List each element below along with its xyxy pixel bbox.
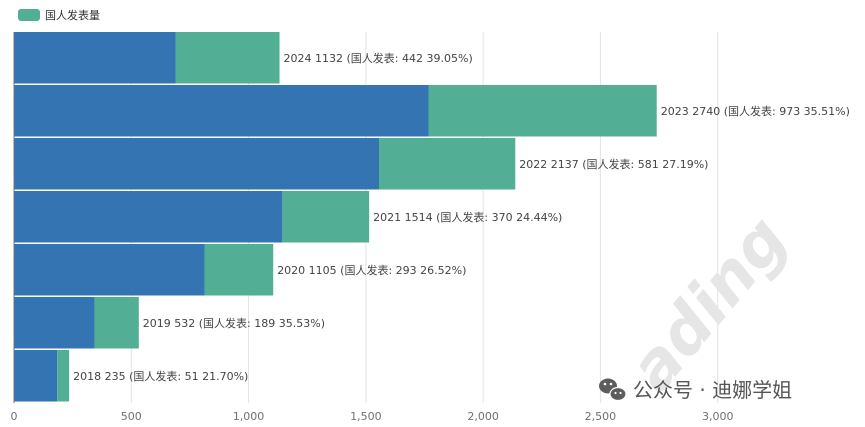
bar-2021-series-0[interactable] [14,191,283,243]
x-axis: 0 500 1,000 1,500 2,000 2,500 3,000 [11,32,734,423]
bar-2021-series-1[interactable] [282,191,370,243]
bar-2022-series-1[interactable] [378,138,516,190]
bars [14,32,657,402]
legend[interactable]: 国人发表量 [18,8,100,22]
bar-2018-series-1[interactable] [57,350,70,402]
x-tick-label-500: 500 [121,410,142,423]
watermark-text: 公众号 · 迪娜学姐 [633,378,792,402]
x-tick-label-1000: 1,000 [233,410,265,423]
bar-2022-series-0[interactable] [14,138,379,190]
data-label-2018: 2018 235 (国人发表: 51 21.70%) [73,369,248,383]
x-tick-label-0: 0 [11,410,18,423]
bar-2023-series-0[interactable] [14,85,429,137]
data-label-2022: 2022 2137 (国人发表: 581 27.19%) [519,157,708,171]
bar-2020-series-1[interactable] [204,244,274,296]
x-tick-label-1500: 1,500 [350,410,382,423]
bar-2024-series-0[interactable] [14,32,176,84]
data-label-2023: 2023 2740 (国人发表: 973 35.51%) [661,104,850,118]
watermark: 公众号 · 迪娜学姐 [599,378,792,402]
bar-2019-series-1[interactable] [94,297,139,349]
data-label-2024: 2024 1132 (国人发表: 442 39.05%) [284,51,473,65]
watermark-background-text: ading [616,203,803,406]
bar-2018-series-0[interactable] [14,350,58,402]
x-tick-label-3000: 3,000 [702,410,734,423]
x-tick-label-2000: 2,000 [467,410,499,423]
data-labels: 2024 1132 (国人发表: 442 39.05%) 2023 2740 (国… [73,51,850,383]
x-tick-label-2500: 2,500 [585,410,617,423]
bar-2019-series-0[interactable] [14,297,95,349]
data-label-2019: 2019 532 (国人发表: 189 35.53%) [143,316,325,330]
bar-2024-series-1[interactable] [175,32,280,84]
data-label-2021: 2021 1514 (国人发表: 370 24.44%) [373,210,562,224]
legend-label[interactable]: 国人发表量 [45,8,100,22]
data-label-2020: 2020 1105 (国人发表: 293 26.52%) [277,263,466,277]
legend-swatch[interactable] [18,9,40,21]
bar-2023-series-1[interactable] [428,85,657,137]
wechat-icon [599,378,627,402]
bar-2020-series-0[interactable] [14,244,205,296]
